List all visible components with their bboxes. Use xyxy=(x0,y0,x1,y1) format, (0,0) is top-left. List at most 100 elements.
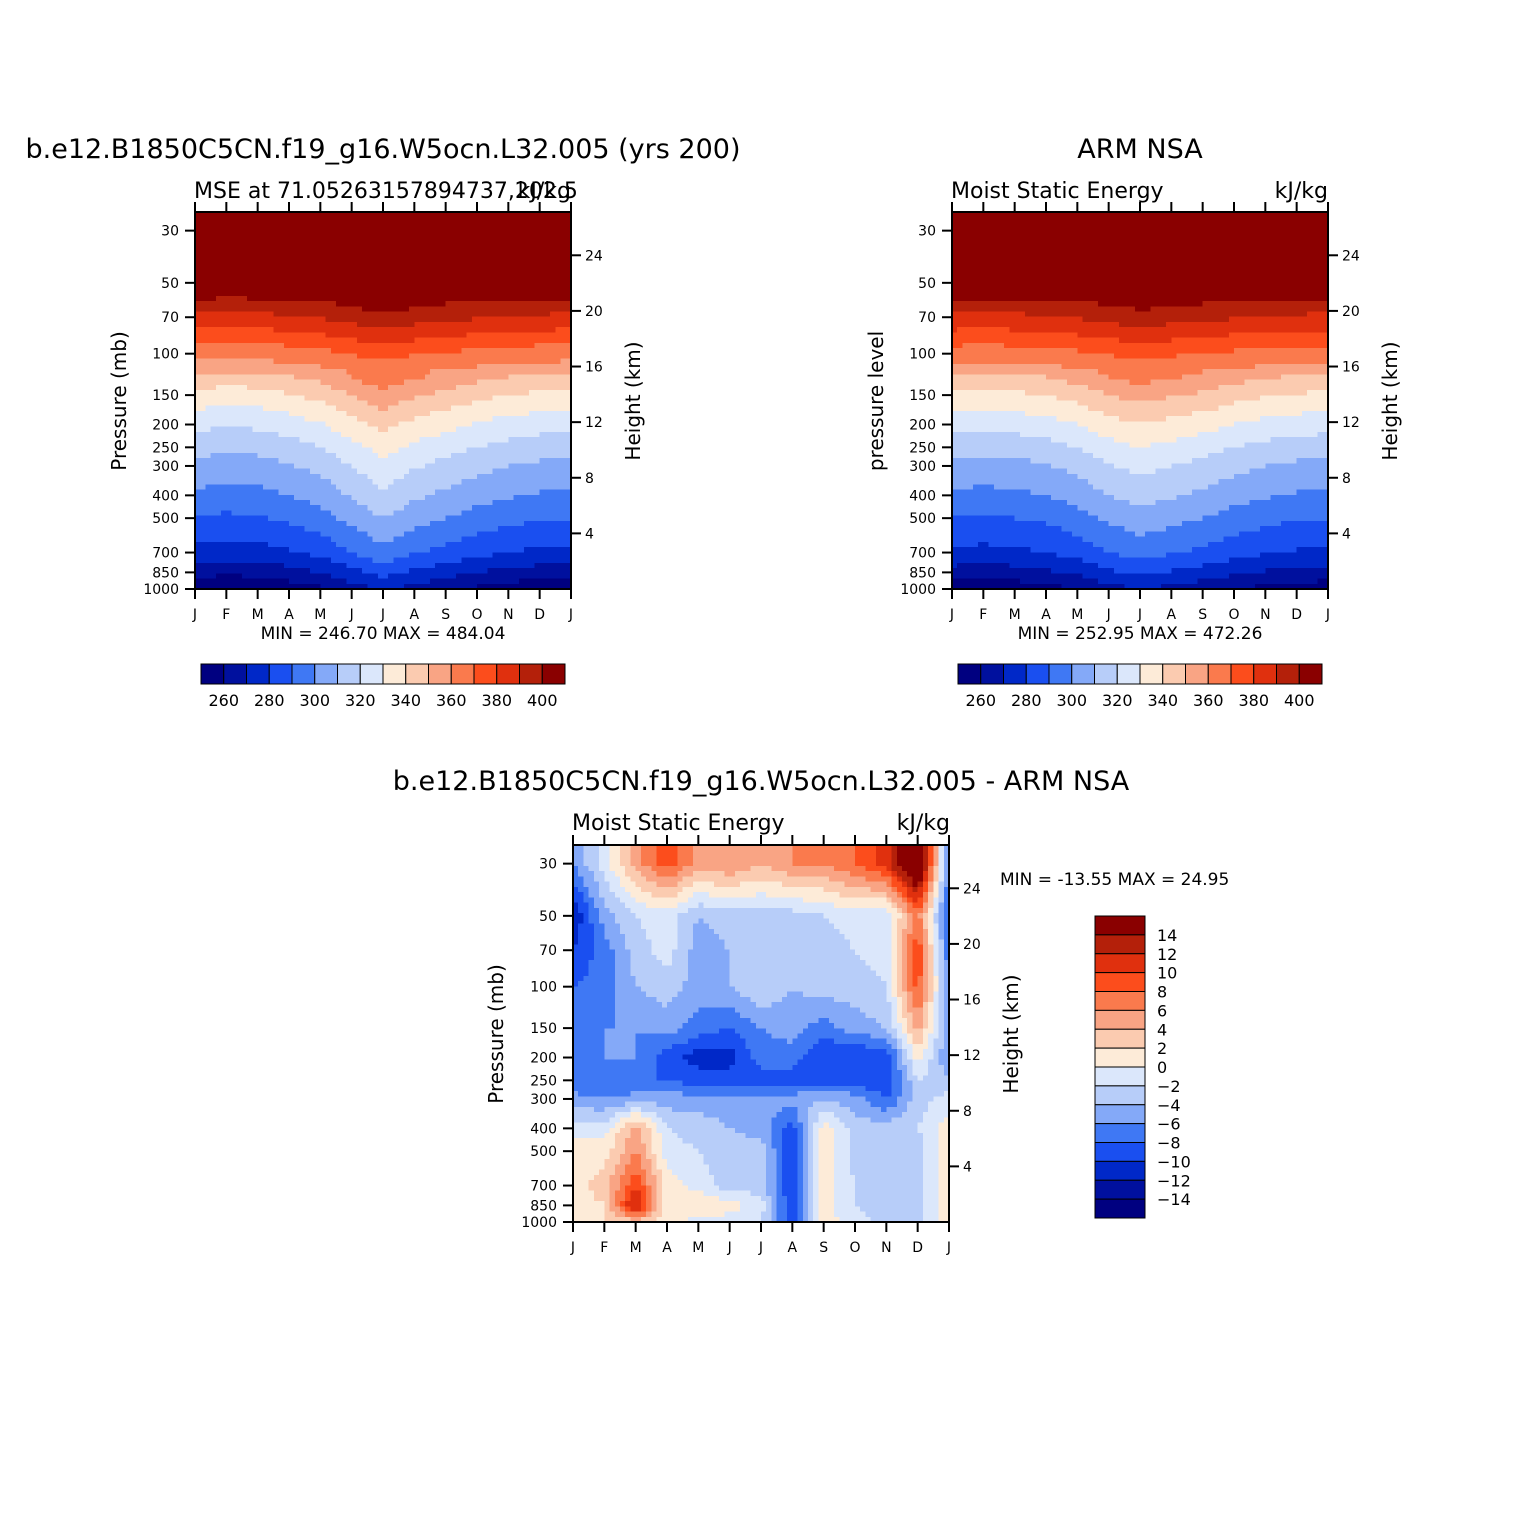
contour-cell xyxy=(529,337,535,344)
contour-cell xyxy=(351,431,358,438)
contour-cell xyxy=(289,222,295,229)
contour-cell xyxy=(555,390,561,396)
contour-cell xyxy=(278,217,285,223)
contour-cell xyxy=(482,363,488,370)
contour-cell xyxy=(388,337,394,344)
contour-cell xyxy=(440,489,447,496)
contour-cell xyxy=(304,510,311,517)
contour-cell xyxy=(252,536,259,543)
contour-cell xyxy=(247,332,253,339)
contour-cell xyxy=(508,531,514,538)
contour-cell xyxy=(336,520,342,527)
contour-cell xyxy=(466,526,473,532)
contour-cell xyxy=(278,510,285,517)
contour-cell xyxy=(231,301,238,307)
contour-cell xyxy=(278,327,285,333)
contour-cell xyxy=(497,405,504,412)
contour-cell xyxy=(346,515,353,522)
contour-cell xyxy=(487,468,494,475)
contour-cell xyxy=(205,295,212,302)
contour-cell xyxy=(231,536,238,543)
contour-cell xyxy=(356,416,363,422)
contour-cell xyxy=(477,316,483,323)
contour-cell xyxy=(309,342,316,349)
contour-cell xyxy=(424,342,431,349)
contour-cell xyxy=(356,405,363,412)
contour-cell xyxy=(231,431,238,438)
contour-cell xyxy=(247,437,253,443)
contour-cell xyxy=(346,332,353,339)
plot-area: J F M A M J J A S O N D J305070100150200250300400500… xyxy=(143,202,603,623)
contour-cell xyxy=(320,321,326,328)
contour-cell xyxy=(377,510,384,517)
contour-cell xyxy=(252,222,259,229)
contour-cell xyxy=(336,379,342,386)
contour-cell xyxy=(200,562,206,569)
contour-cell xyxy=(273,510,279,517)
contour-cell xyxy=(315,426,321,433)
contour-cell xyxy=(273,573,279,579)
contour-cell xyxy=(210,384,217,391)
contour-cell xyxy=(492,510,499,517)
contour-cell xyxy=(231,573,238,579)
contour-cell xyxy=(278,374,285,380)
contour-cell xyxy=(544,468,551,475)
contour-cell xyxy=(330,447,337,454)
contour-cell xyxy=(283,416,290,422)
contour-cell xyxy=(398,243,405,250)
contour-cell xyxy=(336,536,342,543)
contour-cell xyxy=(513,369,520,375)
contour-cell xyxy=(367,274,373,281)
contour-cell xyxy=(383,510,389,517)
contour-cell xyxy=(388,384,394,391)
contour-cell xyxy=(518,452,525,459)
contour-cell xyxy=(289,369,295,375)
contour-cell xyxy=(372,269,379,276)
contour-cell xyxy=(294,510,300,517)
contour-cell xyxy=(273,557,279,564)
contour-cell xyxy=(492,337,499,344)
contour-cell xyxy=(278,421,285,428)
contour-cell xyxy=(205,384,212,391)
contour-cell xyxy=(503,442,509,449)
contour-cell xyxy=(325,327,332,333)
contour-cell xyxy=(289,384,295,391)
contour-cell xyxy=(257,437,264,443)
contour-cell xyxy=(273,458,279,464)
contour-cell xyxy=(409,238,415,244)
contour-cell xyxy=(257,379,264,386)
contour-cell xyxy=(315,447,321,454)
contour-cell xyxy=(503,243,509,250)
contour-cell xyxy=(278,426,285,433)
contour-cell xyxy=(544,400,551,407)
contour-cell xyxy=(377,568,384,574)
contour-cell xyxy=(398,232,405,239)
contour-cell xyxy=(195,316,201,323)
contour-cell xyxy=(534,248,541,255)
contour-cell xyxy=(555,526,561,532)
contour-cell xyxy=(456,337,462,344)
contour-cell xyxy=(398,526,405,532)
contour-cell xyxy=(456,458,462,464)
contour-cell xyxy=(362,311,368,318)
contour-cell xyxy=(362,285,368,291)
contour-cell xyxy=(289,332,295,339)
contour-cell xyxy=(477,301,483,307)
contour-cell xyxy=(278,369,285,375)
contour-cell xyxy=(403,494,410,501)
contour-cell xyxy=(362,405,368,412)
contour-cell xyxy=(367,484,373,490)
contour-cell xyxy=(341,405,347,412)
contour-cell xyxy=(278,573,285,579)
contour-cell xyxy=(482,337,488,344)
contour-cell xyxy=(414,342,420,349)
contour-cell xyxy=(409,301,415,307)
contour-cell xyxy=(466,568,473,574)
contour-cell xyxy=(341,353,347,360)
contour-cell xyxy=(471,562,478,569)
contour-cell xyxy=(403,410,410,417)
contour-cell xyxy=(383,264,389,270)
contour-cell xyxy=(278,468,285,475)
contour-cell xyxy=(492,311,499,318)
contour-cell xyxy=(268,248,274,255)
